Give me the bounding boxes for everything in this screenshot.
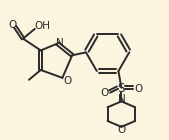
Text: N: N [56, 38, 63, 48]
Text: O: O [101, 88, 109, 98]
Text: O: O [134, 84, 142, 94]
Text: O: O [63, 76, 71, 86]
Text: N: N [117, 94, 125, 104]
Text: O: O [8, 20, 16, 30]
Text: S: S [118, 82, 125, 95]
Text: OH: OH [35, 21, 51, 31]
Text: O: O [117, 125, 126, 135]
